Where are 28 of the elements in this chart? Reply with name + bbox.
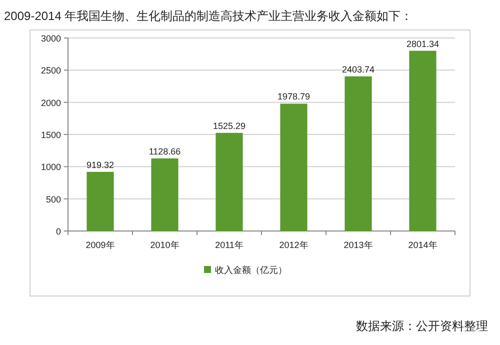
y-tick-label: 1500 [40, 130, 61, 140]
x-tick-label: 2010年 [150, 240, 180, 250]
data-label: 919.32 [86, 160, 114, 170]
data-label: 2801.34 [406, 38, 440, 49]
bar [344, 76, 372, 231]
data-label: 1128.66 [148, 146, 181, 156]
legend-label: 收入金额（亿元） [215, 265, 287, 275]
source-note: 数据来源：公开资料整理 [356, 319, 488, 333]
y-tick-label: 500 [46, 194, 61, 204]
y-tick-label: 3000 [40, 34, 61, 44]
bar [409, 50, 436, 231]
y-tick-label: 1000 [40, 162, 61, 172]
bar [151, 158, 178, 231]
x-tick-label: 2011年 [215, 240, 244, 250]
y-tick-label: 0 [56, 226, 61, 236]
data-label: 1978.79 [277, 92, 310, 102]
x-tick-label: 2009年 [86, 240, 115, 250]
chart-title: 2009-2014 年我国生物、生化制品的制造高技术产业主营业务收入金额如下： [4, 9, 413, 23]
bar [280, 104, 308, 231]
x-tick-label: 2012年 [279, 240, 308, 250]
bar [216, 132, 243, 231]
data-label: 2403.74 [342, 64, 375, 74]
bar [86, 172, 114, 231]
y-tick-label: 2000 [40, 98, 61, 108]
x-tick-label: 2013年 [344, 240, 373, 250]
data-label: 1525.29 [212, 120, 246, 131]
x-tick-label: 2014年 [408, 240, 438, 250]
y-tick-label: 2500 [40, 66, 61, 76]
